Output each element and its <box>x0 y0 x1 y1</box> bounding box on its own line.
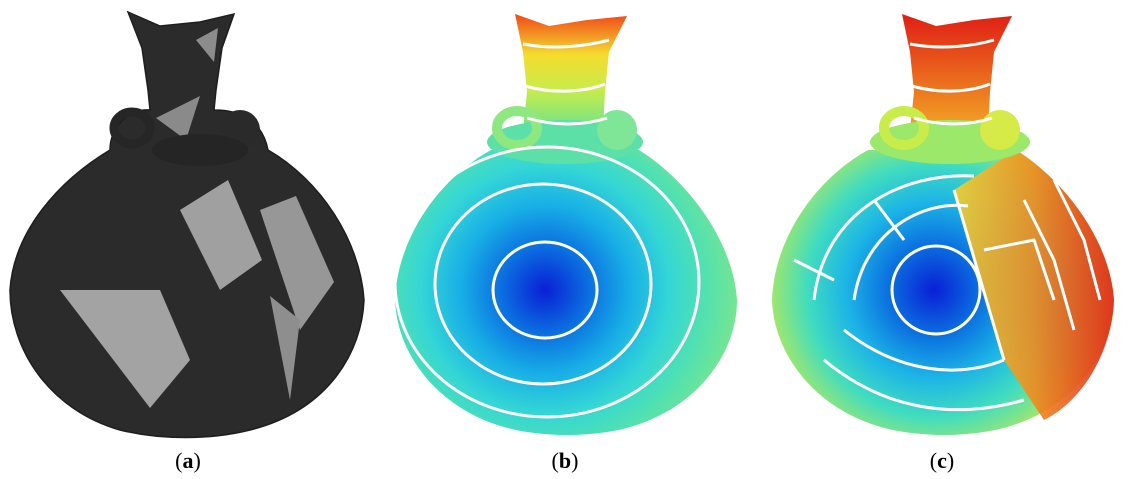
panel-c: (c) <box>754 0 1130 479</box>
panel-b: (b) <box>377 0 753 479</box>
vase-texture-render <box>9 10 365 439</box>
vase-segmented-render <box>772 14 1114 435</box>
caption-a: (a) <box>175 448 201 473</box>
caption-c: (c) <box>929 448 955 473</box>
panel-a: (a) <box>0 0 376 479</box>
caption-b: (b) <box>551 448 579 473</box>
vase-colormap-render <box>393 14 737 435</box>
